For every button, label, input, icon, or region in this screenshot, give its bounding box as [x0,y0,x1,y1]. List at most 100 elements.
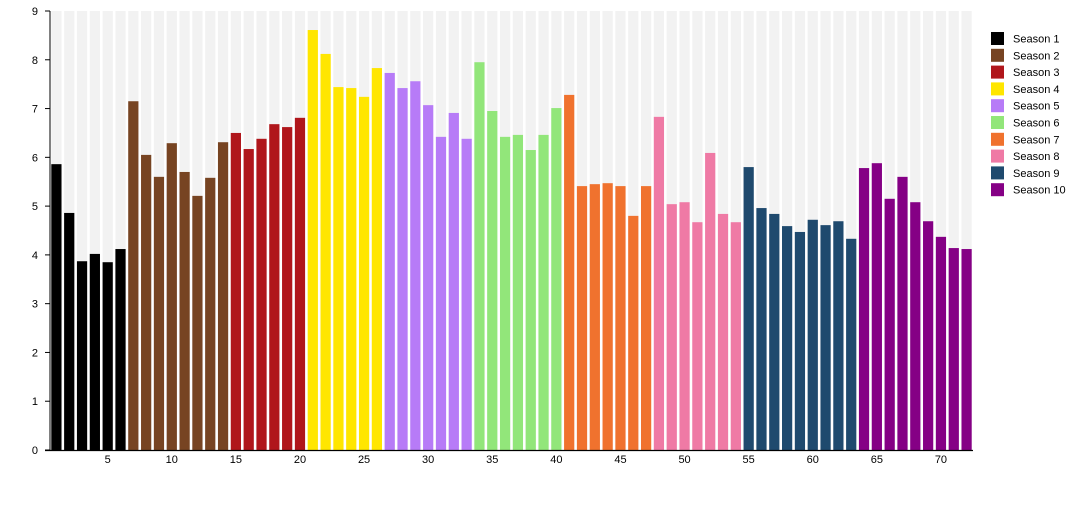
bar-episode-25 [358,96,370,451]
bar-episode-32 [448,112,459,450]
x-tick-label: 65 [871,454,883,466]
bar-episode-28 [397,88,408,451]
legend-label: Season 10 [1013,185,1066,197]
bar-episode-68 [910,202,921,450]
y-tick-label: 3 [32,299,38,311]
x-axis: 5 10 15 20 25 30 35 40 45 50 55 60 65 70 [45,449,973,466]
legend-swatch [991,65,1004,79]
legend-label: Season 4 [1013,84,1059,96]
legend-label: Season 6 [1013,118,1059,130]
y-tick-label: 2 [32,347,38,359]
bar-episode-22 [320,53,331,451]
background-band [794,11,806,450]
y-tick-label: 1 [32,396,38,408]
bar-episode-71 [948,248,959,450]
bar-episode-40 [551,108,562,450]
y-tick-label: 0 [32,445,38,457]
background-band [846,11,857,450]
bar-episode-69 [923,221,934,450]
bar-episode-18 [269,124,280,451]
bar-episode-37 [512,134,524,450]
bar-episode-12 [192,195,203,450]
bar-episode-3 [76,261,88,450]
background-band [115,11,126,450]
background-band [102,11,113,450]
x-tick-label: 20 [294,454,306,466]
legend-swatch [991,32,1004,45]
bar-episode-33 [461,138,472,450]
legend-label: Season 9 [1013,168,1059,180]
bar-episode-42 [576,186,588,450]
legend-swatch [991,48,1004,62]
legend-swatch [991,99,1004,113]
bar-episode-64 [858,168,870,450]
bar-episode-35 [487,110,498,450]
bar-episode-6 [115,249,126,450]
bar-episode-61 [820,225,831,450]
x-tick-label: 30 [422,454,434,466]
bar-episode-26 [371,68,383,450]
bar-episode-52 [705,152,716,450]
bar-episode-60 [807,219,818,450]
bar-episode-7 [128,101,139,450]
bar-episode-70 [935,236,947,450]
bar-episode-4 [89,253,100,450]
y-tick-label: 9 [32,6,38,18]
background-band [76,11,88,450]
bar-episode-31 [435,136,447,450]
x-tick-label: 5 [105,454,111,466]
legend-swatch [991,132,1004,146]
legend-item: Season 10 [991,183,1066,197]
legend-swatch [991,116,1004,129]
legend-item: Season 8 [991,149,1059,163]
bar-episode-57 [769,213,780,450]
bar-episode-66 [884,198,895,450]
legend-item: Season 3 [991,65,1059,79]
y-tick-label: 8 [32,55,38,67]
bar-episode-1 [51,164,62,450]
x-tick-label: 40 [550,454,562,466]
legend-item: Season 5 [991,99,1059,113]
x-tick-label: 10 [166,454,178,466]
bar-episode-72 [961,249,972,450]
bar-episode-49 [666,204,677,450]
legend-item: Season 7 [991,132,1059,146]
x-tick-label: 60 [807,454,819,466]
bar-episode-19 [282,127,293,450]
bar-episode-63 [846,238,857,450]
bar-episode-41 [564,94,575,451]
y-tick-label: 5 [32,201,38,213]
legend-label: Season 1 [1013,34,1059,46]
bar-episode-27 [384,72,395,450]
legend-swatch [991,166,1004,180]
y-tick-label: 4 [32,250,38,262]
bar-episode-56 [756,208,767,450]
legend-swatch [991,149,1004,163]
bar-episode-16 [243,149,254,450]
bar-episode-15 [230,132,241,450]
bar-episode-21 [307,30,318,450]
background-band [935,11,947,450]
bar-episode-51 [692,222,703,450]
bar-episode-59 [794,231,806,450]
x-tick-label: 25 [358,454,370,466]
legend-label: Season 8 [1013,151,1059,163]
bar-episode-5 [102,262,113,450]
background-band [89,11,100,450]
bar-episode-46 [628,215,639,450]
bar-episode-14 [217,142,229,450]
bar-episode-9 [153,176,165,450]
x-tick-label: 55 [743,454,755,466]
bar-episode-8 [141,154,152,450]
bar-episode-50 [679,202,690,450]
y-axis: 0 1 2 3 4 5 6 7 8 9 [32,6,51,457]
bar-episode-67 [897,176,908,450]
bars [51,30,972,451]
bar-episode-39 [538,134,549,450]
x-tick-label: 15 [230,454,242,466]
bar-episode-2 [64,212,75,450]
bar-episode-36 [499,136,511,450]
legend-item: Season 2 [991,48,1059,62]
bar-episode-62 [833,221,844,450]
